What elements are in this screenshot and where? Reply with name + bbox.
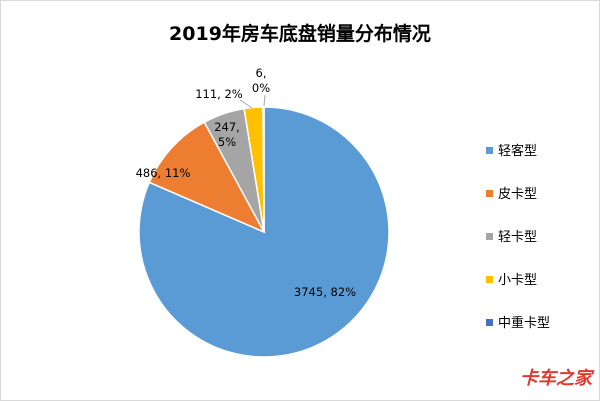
data-label-2: 486, 11%: [136, 166, 191, 180]
data-label-5-percent: 0%: [252, 81, 270, 95]
data-labels: 3745, 82% 486, 11% 247,5% 111, 2% 6,0%: [136, 66, 357, 299]
legend-label-2: 皮卡型: [498, 187, 537, 202]
legend-swatch-4: [486, 276, 493, 283]
leader-line-4: [239, 99, 253, 109]
data-label-5-value: 6,: [256, 66, 267, 80]
watermark-logo: 卡车之家: [520, 368, 595, 389]
legend-swatch-3: [486, 233, 493, 240]
legend-label-4: 小卡型: [498, 273, 537, 288]
legend-label-5: 中重卡型: [498, 315, 550, 331]
data-label-3-percent: 5%: [218, 135, 236, 149]
data-label-4: 111, 2%: [195, 87, 243, 101]
chart-title: 2019年房车底盘销量分布情况: [169, 22, 431, 45]
leader-lines: [239, 94, 266, 109]
watermark-text: 卡车之家: [520, 368, 595, 389]
data-label-3-value: 247,: [214, 120, 240, 134]
pie-slices: [138, 106, 390, 358]
legend-swatch-2: [486, 190, 493, 197]
pie-slice-5: [262, 106, 265, 233]
legend-swatch-1: [486, 147, 493, 154]
legend-label-3: 轻卡型: [498, 230, 537, 245]
pie-slice-2: [148, 121, 266, 234]
legend-swatch-5: [486, 319, 493, 326]
legend-label-1: 轻客型: [498, 143, 537, 159]
leader-line-5: [263, 94, 266, 107]
data-label-1: 3745, 82%: [294, 285, 356, 299]
